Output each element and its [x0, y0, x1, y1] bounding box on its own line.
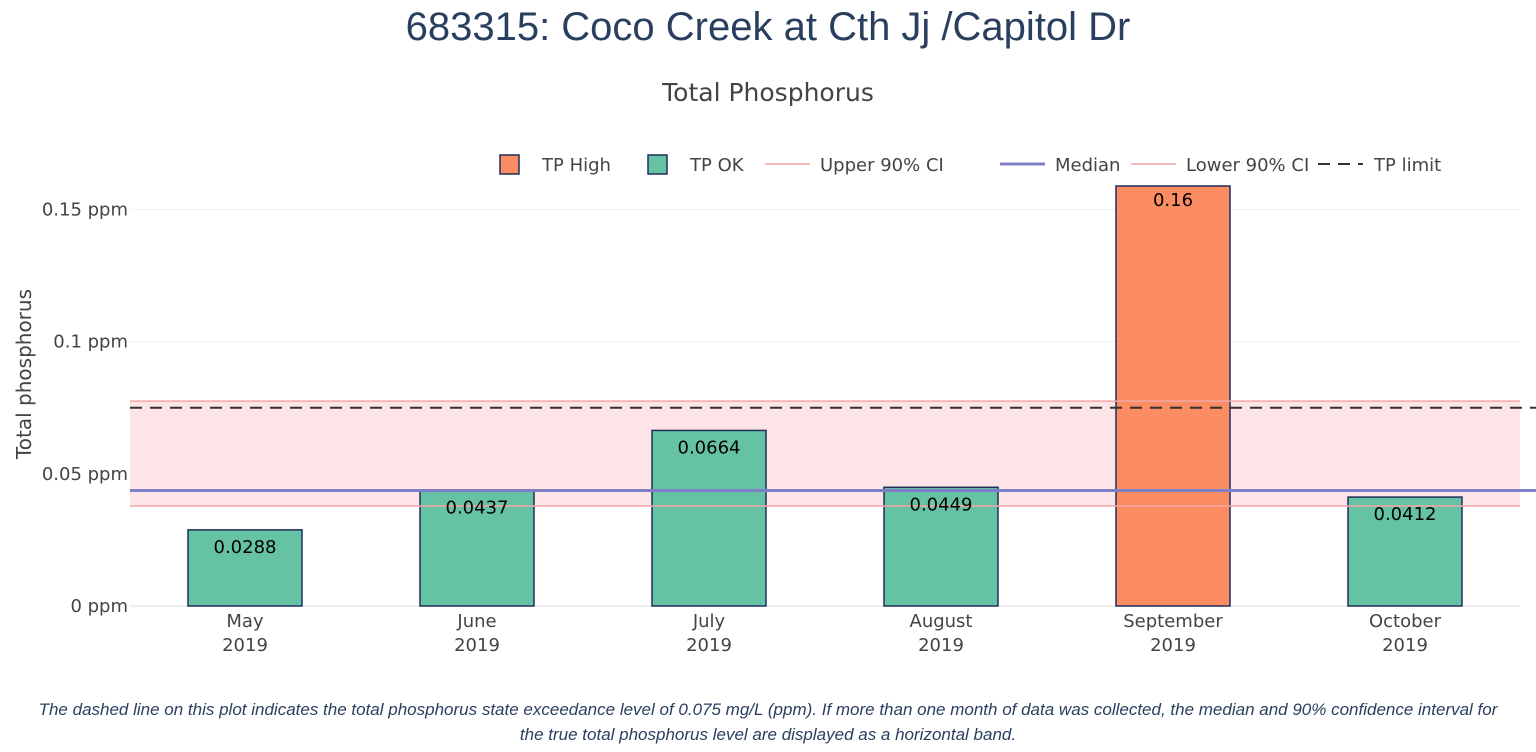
x-tick-label: September: [1123, 611, 1223, 632]
page-title: 683315: Coco Creek at Cth Jj /Capitol Dr: [405, 5, 1131, 49]
legend-swatch-0: [499, 154, 520, 175]
y-axis-title: Total phosphorus: [12, 289, 36, 460]
x-tick-label: October: [1369, 611, 1442, 632]
bar-august: [883, 486, 999, 607]
data-labels-group: 0.0288 0.0437 0.0664 0.0449 0.16 0.0412: [214, 190, 1437, 558]
ci-band: [130, 401, 1520, 507]
bar-september: [1115, 185, 1231, 607]
legend-label-3: Median: [1055, 155, 1120, 176]
bar-value-label: 0.0664: [678, 437, 741, 458]
y-tick-label: 0.15 ppm: [42, 199, 128, 220]
ci-band-group: [130, 401, 1520, 507]
legend-label-0: TP High: [541, 155, 611, 176]
legend-label-2: Upper 90% CI: [820, 155, 944, 176]
x-tick-year-label: 2019: [1382, 635, 1428, 656]
bar-june: [419, 489, 535, 607]
bar-value-label: 0.16: [1153, 190, 1193, 211]
reference-lines-group: [130, 400, 1536, 507]
footer-note: The dashed line on this plot indicates t…: [38, 700, 1498, 744]
bar-value-label: 0.0288: [214, 537, 277, 558]
legend: TP High TP OK Upper 90% CI Median Lower 90% …: [499, 154, 1441, 176]
bar-october: [1347, 496, 1463, 607]
bar-value-label: 0.0449: [910, 494, 973, 515]
y-tick-label: 0.1 ppm: [53, 332, 128, 353]
legend-label-1: TP OK: [689, 155, 745, 176]
x-tick-year-label: 2019: [454, 635, 500, 656]
bars-group: [187, 185, 1463, 607]
bar-value-label: 0.0437: [446, 497, 509, 518]
legend-label-4: Lower 90% CI: [1186, 155, 1309, 176]
x-tick-year-label: 2019: [1150, 635, 1196, 656]
legend-label-5: TP limit: [1373, 155, 1441, 176]
x-tick-year-label: 2019: [222, 635, 268, 656]
x-tick-year-label: 2019: [686, 635, 732, 656]
legend-swatch-1: [647, 154, 668, 175]
x-tick-label: June: [456, 611, 496, 632]
x-tick-label: July: [692, 611, 726, 632]
x-tick-year-label: 2019: [918, 635, 964, 656]
y-tick-label: 0 ppm: [70, 596, 128, 617]
bar-may: [187, 529, 303, 607]
x-tick-label: August: [910, 611, 973, 632]
bar-july: [651, 429, 767, 607]
y-tick-label: 0.05 ppm: [42, 464, 128, 485]
phosphorus-bar-chart: Total Phosphorus Total phosphorus 0.0288…: [12, 78, 1536, 656]
chart-subtitle: Total Phosphorus: [661, 78, 874, 107]
bar-value-label: 0.0412: [1374, 504, 1437, 525]
x-tick-label: May: [226, 611, 264, 632]
axis-ticks-group: 0 ppm 0.05 ppm 0.1 ppm 0.15 ppm May 2019 June 2…: [42, 199, 1442, 656]
